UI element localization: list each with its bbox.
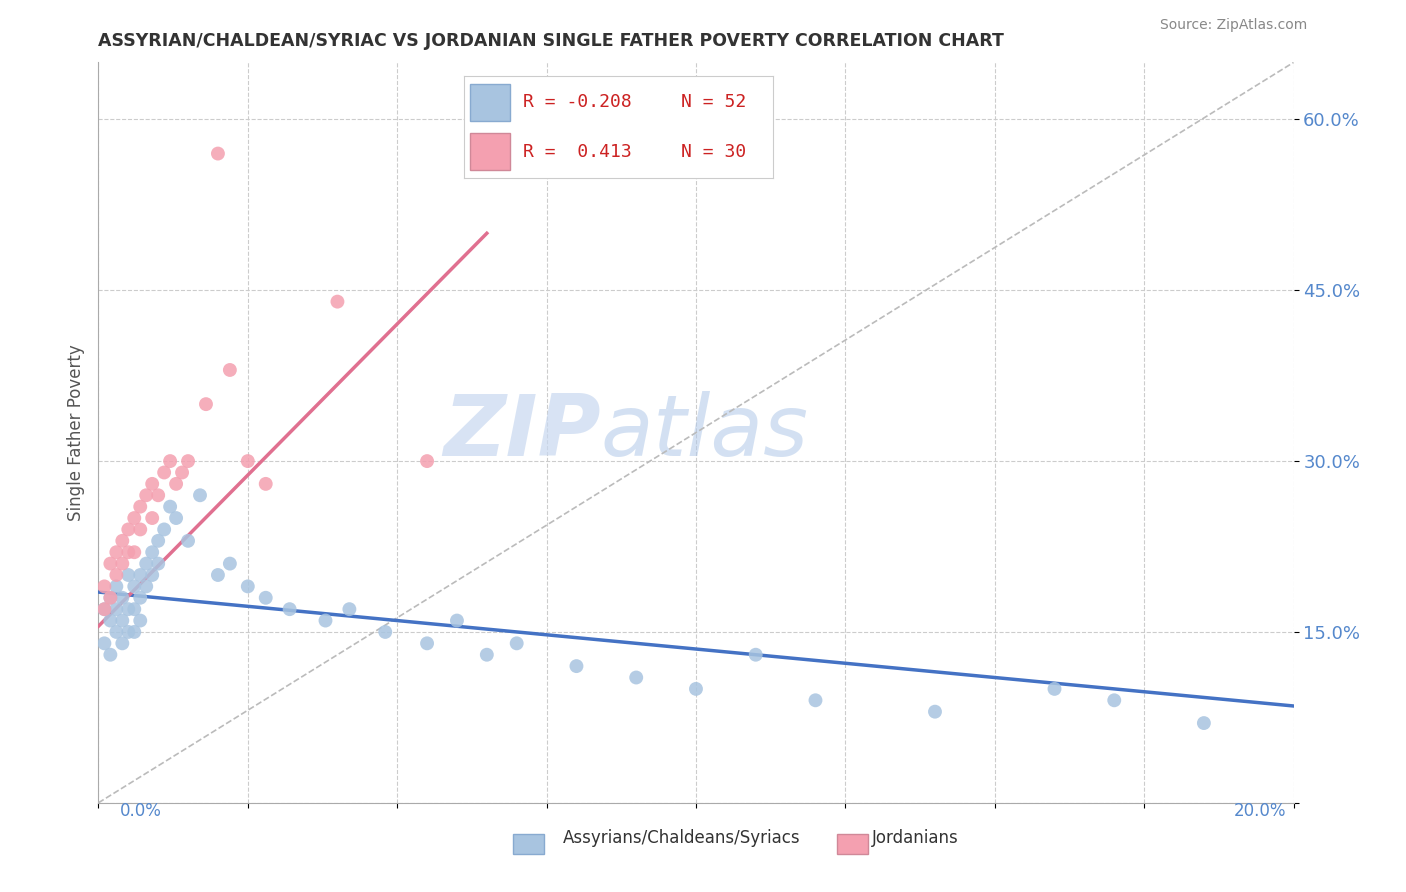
Text: 20.0%: 20.0% xyxy=(1234,802,1286,820)
Point xyxy=(111,591,134,605)
Point xyxy=(1043,681,1066,696)
Point xyxy=(98,614,122,628)
Point xyxy=(326,294,349,309)
Point xyxy=(124,602,146,616)
Text: ZIP: ZIP xyxy=(443,391,600,475)
Point xyxy=(207,146,229,161)
Point xyxy=(236,579,259,593)
Point xyxy=(105,568,128,582)
Point xyxy=(105,602,128,616)
Point xyxy=(159,500,181,514)
Text: ASSYRIAN/CHALDEAN/SYRIAC VS JORDANIAN SINGLE FATHER POVERTY CORRELATION CHART: ASSYRIAN/CHALDEAN/SYRIAC VS JORDANIAN SI… xyxy=(98,32,1004,50)
Point xyxy=(315,614,337,628)
Point xyxy=(129,614,152,628)
Point xyxy=(159,454,181,468)
Text: R =  0.413: R = 0.413 xyxy=(523,143,631,161)
Point xyxy=(254,476,277,491)
Point xyxy=(141,545,163,559)
Point xyxy=(416,454,439,468)
Point xyxy=(685,681,707,696)
Point xyxy=(129,568,152,582)
Point xyxy=(117,568,139,582)
Point xyxy=(153,523,176,537)
Y-axis label: Single Father Poverty: Single Father Poverty xyxy=(66,344,84,521)
Point xyxy=(148,533,170,548)
Text: Jordanians: Jordanians xyxy=(872,829,959,847)
Point xyxy=(416,636,439,650)
Point xyxy=(1104,693,1126,707)
Point xyxy=(254,591,277,605)
Point xyxy=(446,614,468,628)
Point xyxy=(135,488,157,502)
Point xyxy=(195,397,218,411)
Point xyxy=(141,476,163,491)
Point xyxy=(278,602,301,616)
Point xyxy=(219,557,242,571)
Point xyxy=(117,545,139,559)
Point xyxy=(105,624,128,639)
Point xyxy=(98,591,122,605)
Point xyxy=(219,363,242,377)
Text: atlas: atlas xyxy=(600,391,808,475)
Point xyxy=(924,705,946,719)
Point xyxy=(93,602,115,616)
Point xyxy=(111,614,134,628)
Point xyxy=(207,568,229,582)
Point xyxy=(129,500,152,514)
Point xyxy=(148,488,170,502)
Point xyxy=(141,511,163,525)
Point xyxy=(124,511,146,525)
Point xyxy=(177,454,200,468)
Point xyxy=(565,659,588,673)
Text: Source: ZipAtlas.com: Source: ZipAtlas.com xyxy=(1160,19,1308,32)
Text: N = 30: N = 30 xyxy=(681,143,745,161)
Point xyxy=(165,511,187,525)
Point xyxy=(105,545,128,559)
Point xyxy=(141,568,163,582)
Bar xyxy=(470,133,510,170)
Text: N = 52: N = 52 xyxy=(681,94,745,112)
Point xyxy=(124,545,146,559)
Point xyxy=(124,624,146,639)
Point xyxy=(188,488,211,502)
Point xyxy=(129,591,152,605)
Point xyxy=(236,454,259,468)
Point xyxy=(117,602,139,616)
Point xyxy=(745,648,768,662)
Point xyxy=(98,591,122,605)
Point xyxy=(105,579,128,593)
Point xyxy=(93,636,115,650)
Point xyxy=(111,557,134,571)
Point xyxy=(135,557,157,571)
Point xyxy=(117,624,139,639)
Point xyxy=(165,476,187,491)
Text: 0.0%: 0.0% xyxy=(120,802,162,820)
Point xyxy=(626,671,648,685)
Text: R = -0.208: R = -0.208 xyxy=(523,94,631,112)
Point xyxy=(93,579,115,593)
Point xyxy=(339,602,361,616)
Point xyxy=(93,602,115,616)
Point xyxy=(148,557,170,571)
Point xyxy=(475,648,498,662)
Point xyxy=(804,693,827,707)
Bar xyxy=(470,84,510,121)
Text: Assyrians/Chaldeans/Syriacs: Assyrians/Chaldeans/Syriacs xyxy=(562,829,800,847)
Point xyxy=(506,636,529,650)
Point xyxy=(124,579,146,593)
Point xyxy=(177,533,200,548)
Point xyxy=(111,533,134,548)
Point xyxy=(1192,716,1215,731)
Point xyxy=(98,557,122,571)
Point xyxy=(172,466,194,480)
Point xyxy=(135,579,157,593)
Point xyxy=(98,648,122,662)
Point xyxy=(117,523,139,537)
Point xyxy=(153,466,176,480)
Point xyxy=(129,523,152,537)
Point xyxy=(111,636,134,650)
Point xyxy=(374,624,396,639)
